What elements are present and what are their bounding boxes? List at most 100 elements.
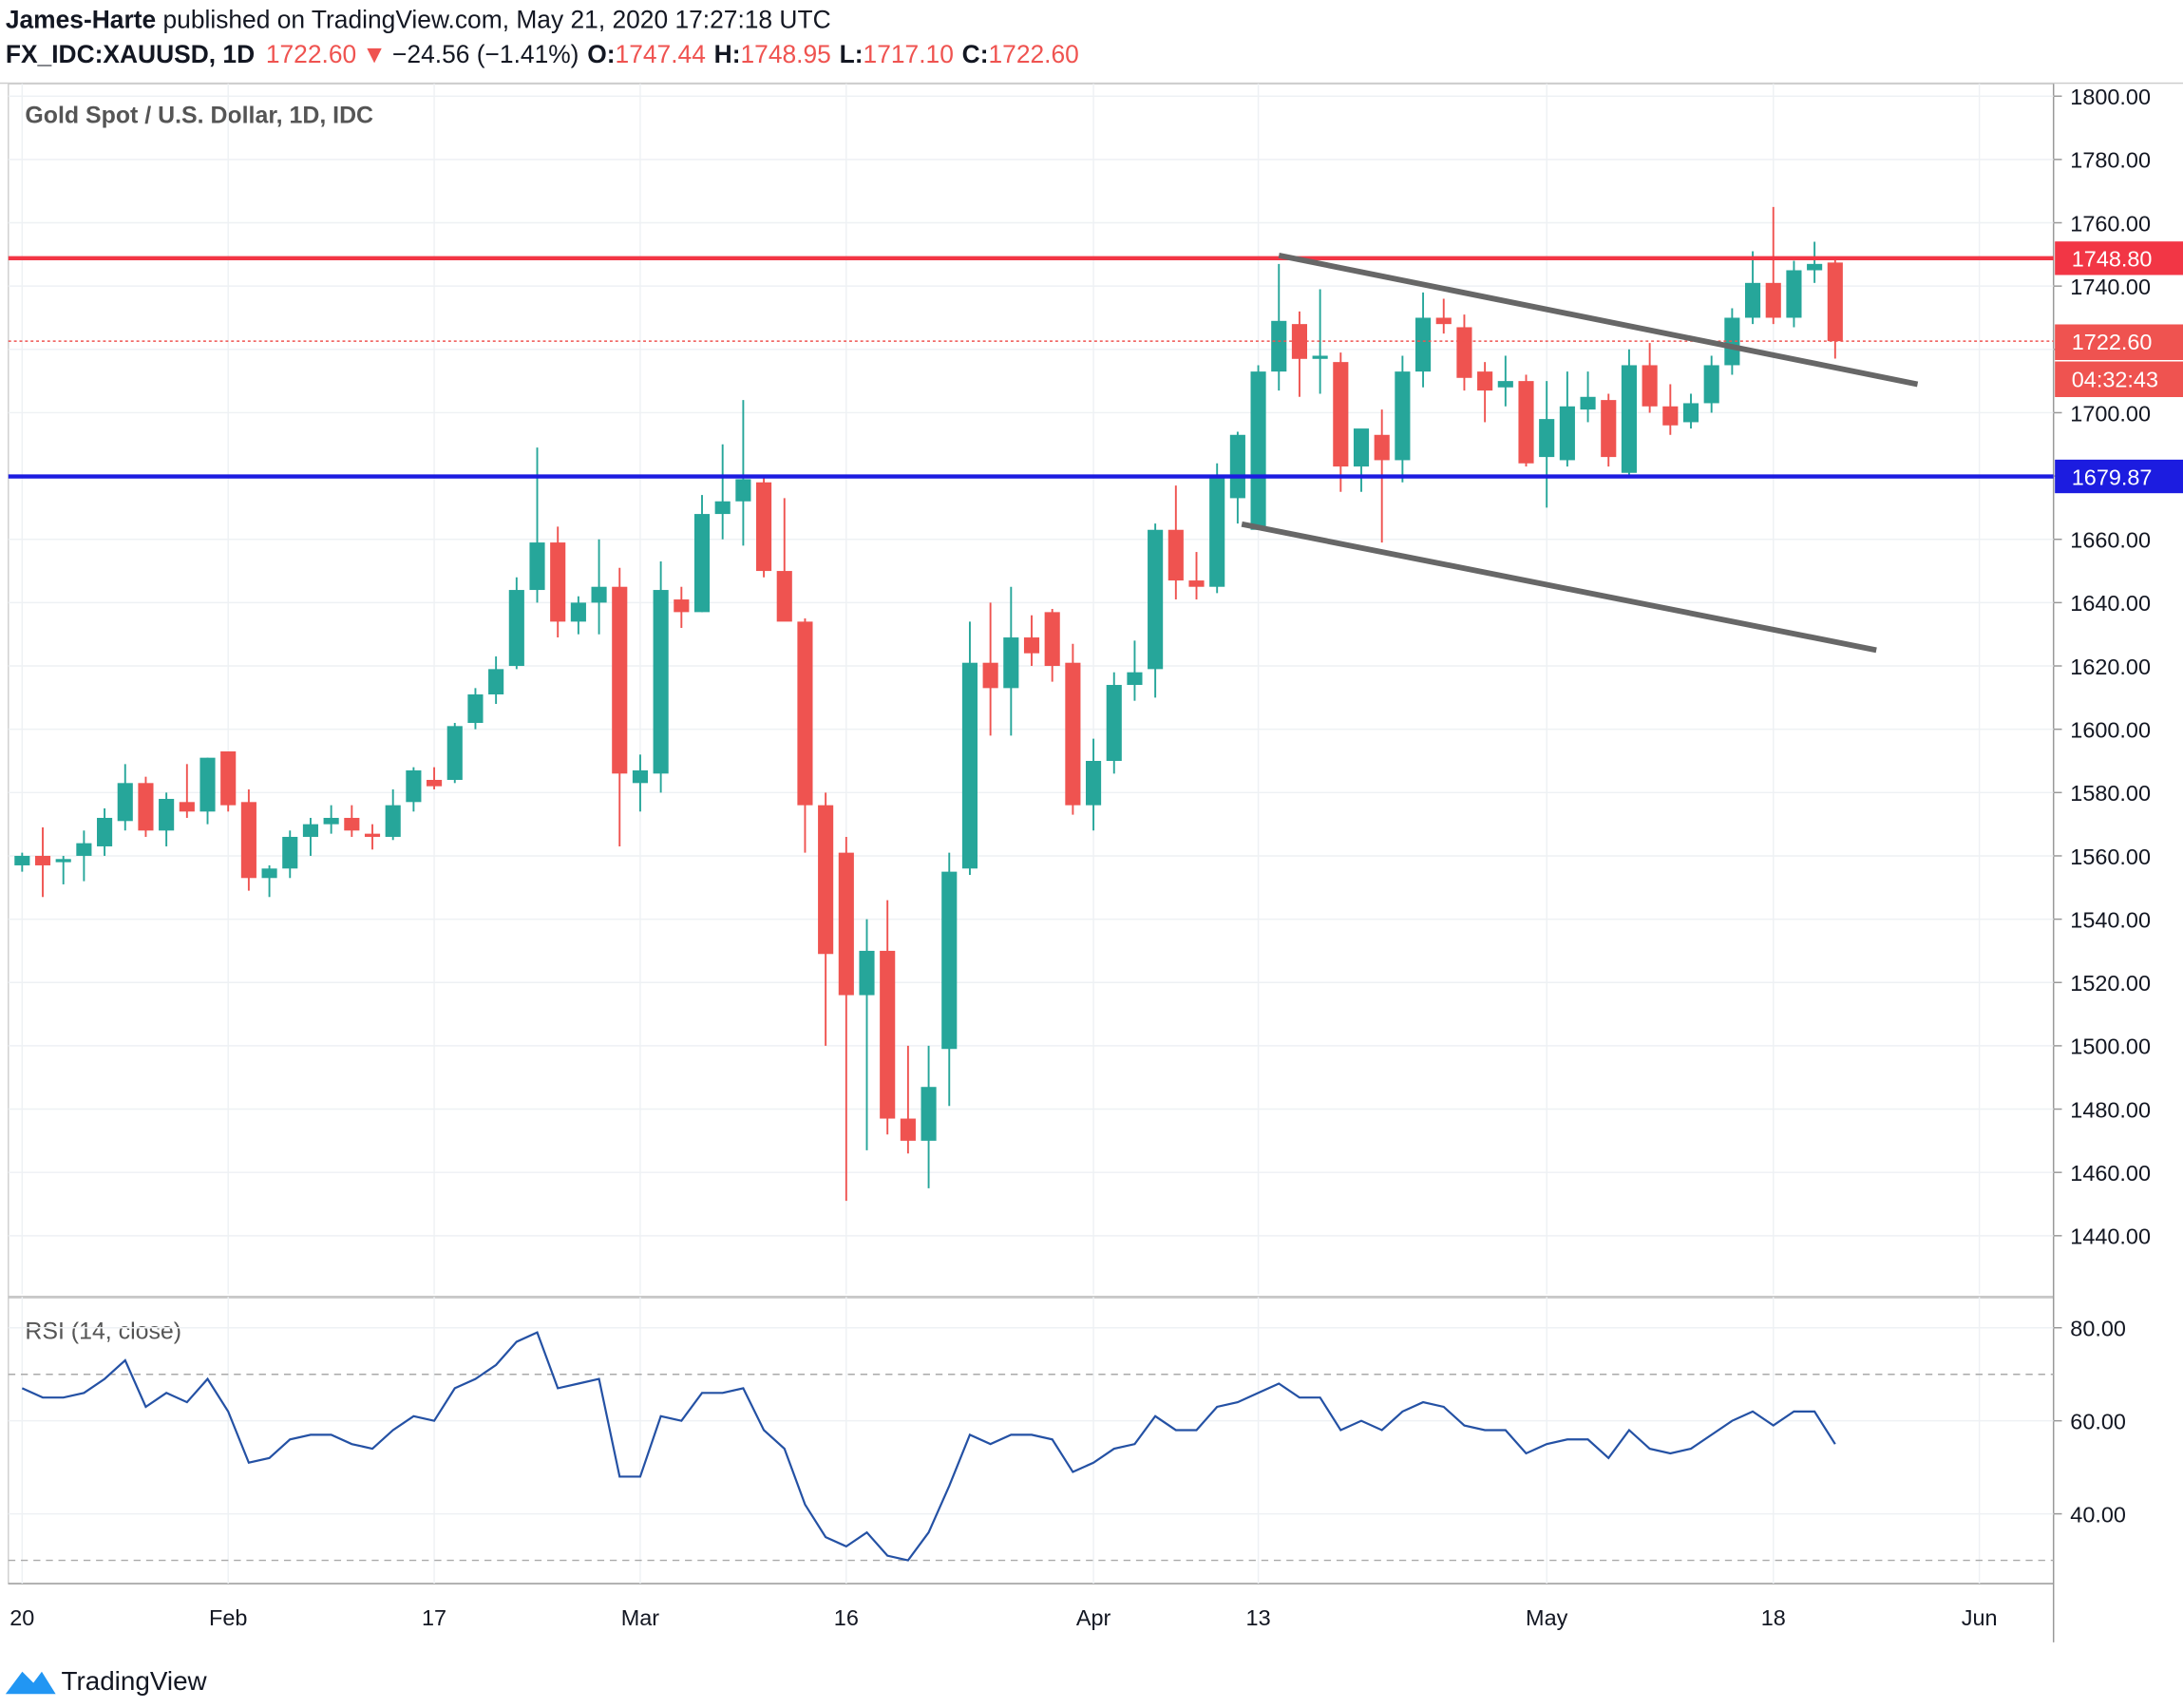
- candle-body: [693, 514, 711, 613]
- ohlc-value: 1748.95: [741, 40, 831, 68]
- candle-body: [220, 750, 237, 806]
- brand: TradingView: [61, 1666, 207, 1696]
- y-tick-label: 1500.00: [2070, 1034, 2151, 1059]
- candle-body: [1807, 263, 1823, 271]
- candle-body: [1580, 396, 1596, 410]
- y-tick-label: 1580.00: [2070, 781, 2151, 806]
- x-tick-label: 17: [422, 1605, 446, 1630]
- candle-body: [1786, 270, 1802, 318]
- candle-body: [1148, 529, 1164, 670]
- candle-body: [240, 802, 256, 879]
- candle-body: [1312, 355, 1328, 359]
- candle-body: [1271, 320, 1287, 372]
- candle-body: [385, 805, 401, 837]
- symbol-line: FX_IDC:XAUUSD, 1D 1722.60 ▼ −24.56 (−1.41%)…: [6, 40, 1079, 68]
- last: 1722.60: [266, 40, 356, 68]
- candle-body: [900, 1118, 916, 1141]
- candle-body: [1745, 282, 1761, 318]
- candle-body: [467, 694, 484, 724]
- candle-body: [1601, 400, 1617, 458]
- candle-body: [446, 726, 463, 780]
- y-tick-label: 60.00: [2070, 1409, 2126, 1433]
- countdown: 04:32:43: [2072, 368, 2158, 392]
- candle-body: [159, 798, 175, 831]
- y-tick-label: 40.00: [2070, 1502, 2126, 1527]
- y-tick-label: 1520.00: [2070, 971, 2151, 996]
- candle-body: [591, 586, 607, 603]
- candle-body: [323, 817, 339, 825]
- candle-body: [838, 852, 854, 996]
- candle-body: [612, 586, 628, 774]
- candle-body: [97, 817, 113, 846]
- published: published on TradingView.com, May 21, 20…: [163, 5, 831, 33]
- candle-body: [776, 571, 792, 622]
- x-tick-label: Mar: [621, 1605, 660, 1630]
- candle-body: [199, 757, 216, 812]
- candle-body: [1642, 365, 1658, 407]
- y-tick-label: 1760.00: [2070, 211, 2151, 236]
- x-tick-label: 20: [9, 1605, 34, 1630]
- candle-body: [1023, 637, 1040, 654]
- candle-body: [1374, 434, 1390, 461]
- candle-body: [1477, 371, 1493, 391]
- change: −24.56 (−1.41%): [392, 40, 579, 68]
- x-tick-label: Apr: [1076, 1605, 1111, 1630]
- candle-body: [714, 501, 731, 515]
- price-label: 1679.87: [2072, 465, 2153, 489]
- y-tick-label: 1660.00: [2070, 528, 2151, 553]
- candle-body: [1415, 317, 1432, 372]
- y-tick-label: 80.00: [2070, 1317, 2126, 1341]
- y-tick-label: 1620.00: [2070, 655, 2151, 679]
- candle-body: [55, 859, 71, 863]
- y-tick-label: 1780.00: [2070, 148, 2151, 173]
- x-tick-label: Jun: [1962, 1605, 1998, 1630]
- last-price-label: 1722.60: [2072, 330, 2153, 354]
- candle-body: [14, 855, 30, 865]
- x-tick-label: 18: [1761, 1605, 1786, 1630]
- price-label: 1748.80: [2072, 247, 2153, 272]
- price-label-box: [2055, 241, 2183, 275]
- y-tick-label: 1440.00: [2070, 1224, 2151, 1249]
- candle-body: [756, 482, 772, 572]
- candle-body: [1250, 371, 1266, 530]
- x-tick-label: 16: [834, 1605, 859, 1630]
- y-tick-label: 1640.00: [2070, 591, 2151, 616]
- x-tick-label: Feb: [209, 1605, 247, 1630]
- trend-line: [1278, 252, 1919, 388]
- chart-title: Gold Spot / U.S. Dollar, 1D, IDC: [25, 102, 373, 128]
- candle-body: [859, 950, 875, 996]
- candle-body: [1539, 419, 1555, 458]
- candle-body: [1353, 428, 1370, 467]
- y-tick-label: 1540.00: [2070, 907, 2151, 932]
- ohlc-key: O:: [587, 40, 615, 68]
- candle-body: [1229, 434, 1245, 499]
- candle-body: [982, 662, 998, 689]
- candle-body: [1435, 317, 1452, 325]
- candle-body: [1703, 365, 1719, 404]
- candle-body: [1456, 327, 1472, 378]
- candle-body: [941, 871, 958, 1050]
- candle-body: [570, 602, 586, 622]
- candle-body: [427, 779, 443, 787]
- candle-body: [76, 843, 92, 856]
- candle-body: [921, 1087, 937, 1141]
- y-tick-label: 1800.00: [2070, 85, 2151, 109]
- candle-body: [1127, 672, 1143, 686]
- candle-body: [529, 542, 545, 591]
- candle-body: [880, 950, 896, 1119]
- candle-body: [406, 769, 422, 803]
- candle-body: [344, 817, 360, 831]
- candle-body: [1188, 580, 1205, 587]
- candle-body: [1559, 406, 1575, 461]
- publish-line: James-Harte published on TradingView.com,…: [6, 5, 831, 33]
- candle-body: [34, 855, 51, 865]
- candle-body: [1167, 529, 1184, 581]
- candle-body: [1518, 381, 1534, 464]
- y-tick-label: 1480.00: [2070, 1097, 2151, 1122]
- candle-body: [138, 783, 154, 831]
- candle-body: [1497, 381, 1513, 388]
- candle-body: [302, 824, 319, 837]
- candle-body: [1682, 403, 1699, 423]
- candle-body: [1209, 476, 1225, 587]
